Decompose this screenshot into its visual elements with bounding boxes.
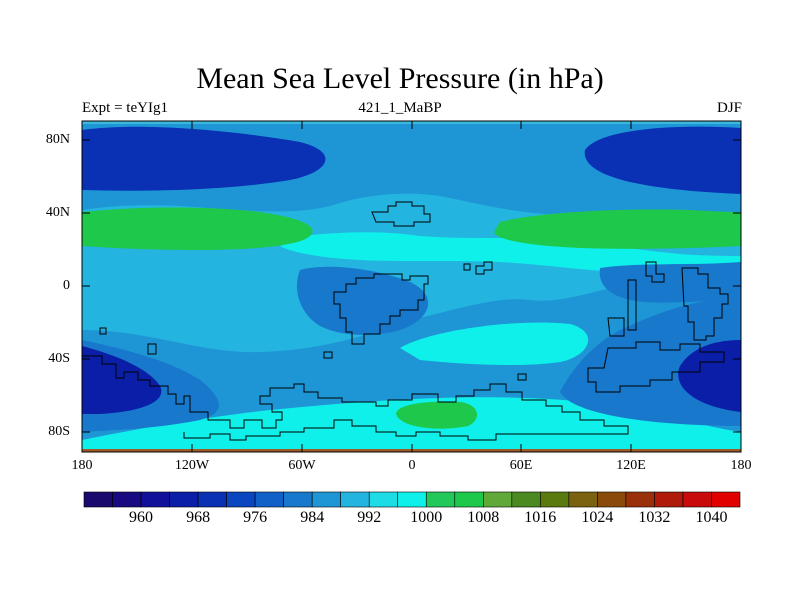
colorbar-swatch — [568, 491, 598, 508]
coastlines — [81, 201, 729, 441]
tick-marks — [81, 121, 742, 452]
colorbar-swatch — [597, 491, 627, 508]
equatorial-high — [280, 232, 741, 273]
coastline-island-7 — [99, 327, 107, 335]
coastline-north-patch — [371, 201, 431, 227]
coastline-island-6 — [147, 343, 157, 355]
lon-tick-label: 120W — [174, 458, 210, 473]
colorbar-label: 1016 — [524, 509, 557, 526]
lon-tick-label: 180 — [71, 458, 93, 473]
colorbar-label: 1032 — [638, 509, 671, 526]
map-title: Mean Sea Level Pressure (in hPa) — [196, 62, 604, 95]
colorbar-swatch — [682, 491, 712, 508]
colorbar-label: 960 — [129, 509, 153, 526]
deep-low-east — [678, 340, 741, 412]
coastline-southwest — [81, 346, 629, 441]
lat-tick-label: 80S — [48, 424, 70, 439]
colorbar-label: 976 — [243, 509, 268, 526]
lon-tick-label: 180 — [730, 458, 752, 473]
antarctic-high — [396, 401, 478, 429]
lon-tick-label: 0 — [408, 458, 416, 473]
colorbar-label: 984 — [300, 509, 325, 526]
coastline-island-3 — [645, 261, 665, 283]
colorbar-swatch — [283, 491, 313, 508]
colorbar-swatch — [511, 491, 541, 508]
coastline-island-4 — [627, 279, 637, 331]
coastline-island-1 — [463, 263, 471, 271]
lon-tick-label: 120E — [616, 458, 646, 473]
lat-tick-label: 40N — [45, 205, 70, 220]
colorbar-label: 968 — [186, 509, 211, 526]
coastline-island-8 — [517, 373, 527, 381]
coastline-east-continent — [681, 267, 729, 341]
colorbar-swatch — [226, 491, 256, 508]
colorbar-swatch — [197, 491, 227, 508]
colorbar-swatch — [254, 491, 284, 508]
colorbar-swatch — [340, 491, 370, 508]
colorbar-swatch — [711, 491, 741, 508]
coastline-island-5 — [607, 317, 625, 337]
lon-tick-label: 60E — [509, 458, 533, 473]
coastline-island-2 — [475, 261, 493, 275]
season-label: DJF — [716, 100, 742, 116]
lat-tick-label: 40S — [48, 351, 70, 366]
coastline-island-9 — [323, 351, 333, 359]
colorbar-swatch — [482, 491, 513, 508]
colorbar-label: 1000 — [410, 509, 443, 526]
northern-high-east — [494, 209, 741, 249]
colorbar-swatch — [169, 491, 199, 508]
equatorial-low-east — [599, 262, 741, 303]
colorbar-swatch — [140, 491, 170, 508]
colorbar-swatch — [454, 491, 484, 508]
coastline-africa — [333, 273, 429, 345]
coastline-southeast — [587, 341, 725, 393]
lat-tick-label: 0 — [63, 278, 70, 293]
experiment-label: Expt = teYIg1 — [82, 100, 168, 116]
pressure-field — [82, 121, 741, 452]
central-low — [296, 266, 429, 335]
northern-polar-low-east — [584, 126, 741, 194]
run-label: 421_1_MaBP — [358, 100, 442, 116]
southern-high-tongue — [400, 322, 589, 366]
colorbar-swatch — [83, 491, 113, 508]
colorbar-label: 1024 — [581, 509, 614, 526]
colorbar-swatch — [540, 491, 570, 508]
colorbar-label: 1040 — [695, 509, 728, 526]
northern-high-west — [82, 207, 313, 250]
colorbar-swatch — [397, 491, 427, 508]
colorbar-swatch — [654, 491, 684, 508]
colorbar-swatch — [425, 491, 456, 508]
colorbar-label: 1008 — [467, 509, 500, 526]
colorbar-swatch — [112, 491, 142, 508]
colorbar-swatch — [368, 491, 399, 508]
colorbar-swatch — [625, 491, 655, 508]
northern-polar-low-west — [82, 121, 741, 191]
colorbar — [83, 491, 741, 508]
colorbar-swatch — [311, 491, 341, 508]
lat-tick-label: 80N — [45, 132, 70, 147]
lon-tick-label: 60W — [288, 458, 316, 473]
colorbar-label: 992 — [357, 509, 382, 526]
